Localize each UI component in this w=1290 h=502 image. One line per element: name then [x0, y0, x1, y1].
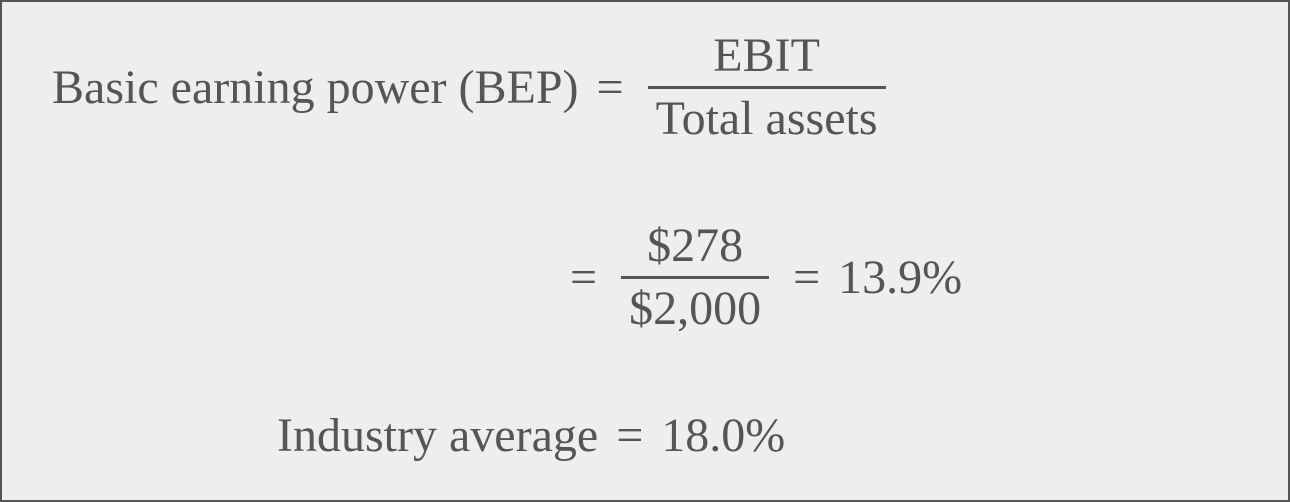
equals-sign: = [793, 254, 820, 302]
equation-block: Basic earning power (BEP) = EBIT Total a… [42, 32, 1248, 470]
equals-sign: = [597, 64, 624, 112]
equals-sign: = [570, 254, 597, 302]
industry-value: 18.0% [661, 412, 785, 460]
fraction-denominator-value: $2,000 [621, 276, 769, 333]
equation-row-industry: Industry average = 18.0% [42, 412, 1248, 460]
lhs-label: Basic earning power (BEP) [52, 64, 579, 112]
fraction-numerator: EBIT [705, 32, 828, 86]
fraction-definition: EBIT Total assets [648, 32, 886, 143]
equation-row-values: = $278 $2,000 = 13.9% [42, 222, 1248, 333]
equation-row-definition: Basic earning power (BEP) = EBIT Total a… [42, 32, 1248, 143]
industry-label: Industry average [277, 412, 598, 460]
result-value: 13.9% [838, 254, 962, 302]
fraction-numerator-value: $278 [639, 222, 751, 276]
fraction-denominator: Total assets [648, 86, 886, 143]
fraction-values: $278 $2,000 [621, 222, 769, 333]
equals-sign: = [616, 412, 643, 460]
